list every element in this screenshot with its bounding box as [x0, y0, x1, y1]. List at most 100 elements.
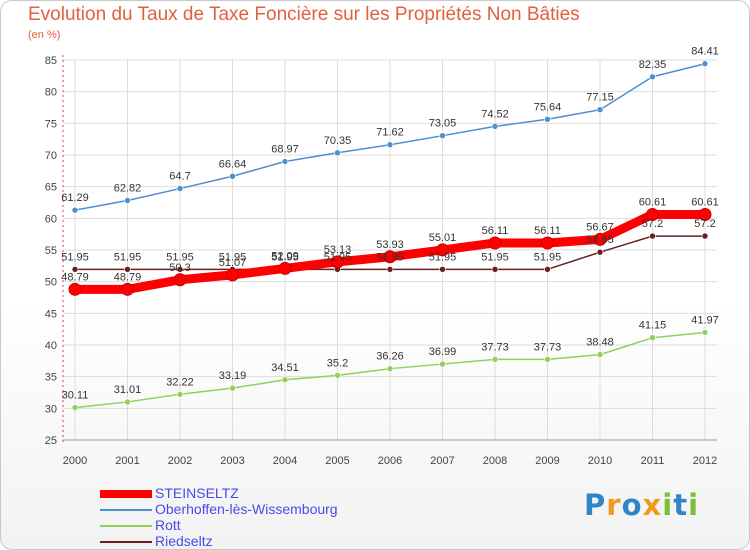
logo-letter: i — [688, 488, 700, 522]
data-point — [176, 185, 184, 192]
data-point — [281, 376, 289, 384]
data-point — [124, 266, 131, 273]
data-point — [701, 60, 709, 68]
y-tick-label: 65 — [45, 182, 57, 194]
y-tick-label: 45 — [45, 308, 57, 320]
data-label: 56.11 — [534, 225, 561, 237]
logo-letter: o — [621, 488, 643, 522]
data-label: 68.97 — [271, 144, 299, 156]
data-label: 51.95 — [114, 251, 142, 263]
y-tick-label: 25 — [45, 435, 57, 447]
data-label: 50.3 — [169, 262, 190, 274]
data-label: 64.7 — [169, 171, 190, 183]
data-label: 51.07 — [219, 257, 247, 269]
data-label: 51.95 — [166, 251, 194, 263]
proxiti-logo: Proxiti — [584, 488, 699, 522]
x-tick-label: 2012 — [693, 455, 717, 467]
data-point — [281, 158, 289, 165]
data-point — [176, 390, 184, 398]
y-tick-label: 40 — [45, 340, 57, 352]
data-label: 77.15 — [586, 92, 614, 104]
data-point — [71, 266, 79, 273]
data-label: 41.15 — [639, 320, 667, 332]
data-label: 37.73 — [481, 341, 509, 353]
y-tick-label: 30 — [45, 403, 57, 415]
data-label: 75.64 — [534, 101, 562, 113]
data-point — [649, 232, 656, 240]
legend-swatch-steinseltz — [100, 490, 152, 498]
data-point — [491, 356, 499, 363]
x-tick-label: 2009 — [535, 455, 559, 467]
legend-label-oberhoffen: Oberhoffen-lès-Wissembourg — [155, 501, 338, 517]
legend-label-steinseltz: STEINSELTZ — [155, 485, 239, 501]
data-labels: 51.95 51.95 51.95 51.95 51.95 51.95 51.95 51.95… — [61, 46, 719, 402]
data-point — [334, 372, 341, 379]
y-tick-label: 50 — [45, 277, 57, 289]
data-point — [386, 141, 394, 149]
data-label: 34.51 — [271, 362, 299, 374]
data-point — [488, 236, 502, 250]
data-point — [544, 356, 551, 363]
data-label: 57.2 — [694, 218, 715, 230]
data-label: 51.95 — [534, 251, 562, 263]
data-point — [439, 360, 446, 368]
data-point — [593, 232, 607, 246]
data-point — [701, 329, 709, 336]
y-tick-label: 70 — [45, 150, 57, 162]
data-label: 62.82 — [114, 182, 142, 194]
data-label: 31.01 — [114, 384, 142, 396]
data-point — [124, 398, 131, 406]
data-label: 70.35 — [324, 135, 352, 147]
data-label: 38.48 — [586, 337, 614, 349]
data-point — [173, 273, 187, 287]
data-point — [68, 282, 82, 296]
data-label: 74.52 — [481, 108, 509, 120]
data-point — [383, 250, 397, 264]
logo-letter: P — [584, 488, 607, 522]
data-label: 51.95 — [271, 251, 299, 263]
data-label: 84.41 — [691, 46, 719, 58]
logo-letter: r — [606, 488, 622, 522]
data-point — [71, 404, 79, 411]
data-label: 48.79 — [114, 271, 142, 283]
data-point — [439, 132, 446, 139]
y-tick-label: 75 — [45, 118, 57, 130]
chart-title: Evolution du Taux de Taxe Foncière sur l… — [28, 4, 580, 25]
data-label: 61.29 — [61, 192, 89, 204]
data-label: 82.35 — [639, 59, 667, 71]
data-label: 51.95 — [219, 251, 247, 263]
y-tick-label: 60 — [45, 213, 57, 225]
data-label: 60.61 — [639, 196, 667, 208]
data-label: 56.11 — [482, 225, 509, 237]
legend-swatch-rott — [100, 525, 152, 527]
data-point — [649, 334, 656, 342]
logo-letter: i — [662, 488, 674, 522]
data-label: 37.73 — [534, 341, 562, 353]
x-tick-label: 2006 — [378, 455, 402, 467]
data-point — [121, 282, 134, 296]
data-label: 33.19 — [219, 370, 247, 382]
data-label: 66.64 — [219, 158, 247, 170]
legend-swatch-riedseltz — [100, 541, 152, 543]
data-point — [544, 266, 551, 273]
x-tick-label: 2001 — [115, 455, 139, 467]
data-label: 36.99 — [429, 346, 457, 358]
data-label: 60.61 — [691, 196, 719, 208]
y-tick-label: 35 — [45, 372, 57, 384]
data-label: 53.93 — [376, 239, 404, 251]
legend-label-rott: Rott — [155, 517, 181, 533]
data-label: 56.67 — [586, 221, 614, 233]
data-label: 51.95 — [481, 251, 509, 263]
data-label: 54.65 — [586, 234, 614, 246]
x-tick-label: 2004 — [273, 455, 297, 467]
legend-label-riedseltz: Riedseltz — [155, 533, 213, 549]
data-point — [124, 197, 131, 204]
x-tick-label: 2002 — [168, 455, 192, 467]
data-label: 55.01 — [429, 232, 457, 244]
data-label: 51.95 — [429, 251, 457, 263]
axes: 25 30 35 40 45 50 55 60 65 70 75 80 85 2000 2001 2002 20… — [45, 55, 717, 467]
data-point — [649, 73, 656, 81]
data-point — [229, 172, 236, 180]
data-point — [596, 351, 604, 358]
data-point — [386, 266, 394, 273]
